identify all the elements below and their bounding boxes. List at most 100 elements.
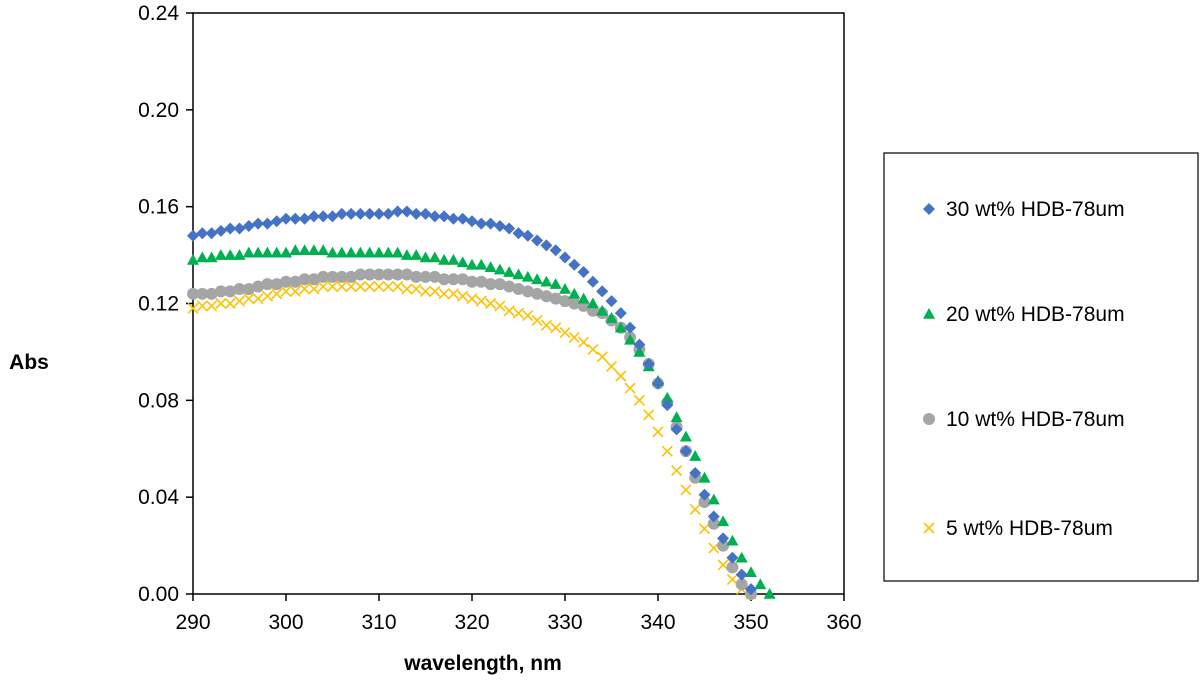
data-point bbox=[270, 278, 283, 291]
x-tick-label: 350 bbox=[733, 611, 768, 634]
data-point bbox=[410, 207, 423, 220]
data-point bbox=[679, 445, 692, 458]
data-point bbox=[447, 253, 460, 265]
data-point bbox=[624, 382, 636, 394]
data-point bbox=[298, 212, 311, 225]
data-point bbox=[726, 573, 738, 586]
data-point bbox=[689, 450, 702, 461]
data-point bbox=[521, 270, 534, 282]
data-point bbox=[559, 282, 571, 294]
data-point bbox=[205, 227, 218, 240]
y-axis-title: Abs bbox=[9, 351, 49, 374]
data-point bbox=[373, 280, 385, 293]
data-point bbox=[577, 292, 590, 304]
series-x bbox=[187, 280, 757, 600]
data-point bbox=[614, 307, 627, 320]
data-point bbox=[429, 285, 441, 297]
data-point bbox=[299, 283, 311, 295]
data-point bbox=[363, 207, 376, 220]
data-point bbox=[214, 249, 227, 260]
data-point bbox=[419, 285, 432, 297]
data-point bbox=[205, 251, 218, 263]
data-point bbox=[568, 258, 581, 271]
data-point bbox=[326, 210, 339, 223]
data-point bbox=[671, 464, 683, 477]
data-point bbox=[224, 297, 236, 310]
y-tick-label: 0.12 bbox=[138, 293, 179, 316]
data-point bbox=[438, 253, 451, 265]
data-point bbox=[298, 244, 311, 256]
data-point bbox=[438, 273, 451, 286]
data-point bbox=[270, 246, 283, 258]
data-point bbox=[456, 212, 469, 225]
data-point bbox=[392, 280, 404, 293]
data-point bbox=[698, 523, 711, 535]
data-point bbox=[763, 588, 776, 599]
data-point bbox=[456, 273, 469, 286]
data-point bbox=[466, 215, 478, 228]
data-point bbox=[670, 411, 683, 423]
data-point bbox=[419, 270, 432, 283]
data-point bbox=[382, 280, 394, 293]
legend-marker bbox=[923, 413, 935, 425]
legend-entry-20wt: 20 wt% HDB-78um bbox=[923, 303, 1125, 326]
data-point bbox=[345, 270, 358, 283]
data-point bbox=[735, 551, 748, 563]
y-tick-label: 0.16 bbox=[138, 196, 179, 219]
data-point bbox=[698, 471, 711, 483]
data-point bbox=[587, 343, 599, 356]
data-point bbox=[540, 290, 553, 303]
data-point bbox=[224, 285, 237, 298]
legend-entry-5wt: 5 wt% HDB-78um bbox=[923, 517, 1113, 540]
data-point bbox=[475, 217, 488, 230]
data-point bbox=[242, 220, 255, 233]
data-point bbox=[531, 273, 544, 285]
data-point bbox=[447, 212, 460, 225]
data-point bbox=[438, 288, 450, 300]
data-point bbox=[373, 246, 385, 258]
x-tick-label: 330 bbox=[547, 611, 582, 634]
data-point bbox=[252, 217, 265, 230]
x-axis-ticks: 290 300 310 320 330 340 350 360 bbox=[175, 594, 862, 634]
x-axis-title: wavelength, nm bbox=[403, 652, 562, 675]
data-point bbox=[457, 290, 469, 302]
data-point bbox=[289, 244, 302, 256]
data-point bbox=[689, 466, 702, 479]
data-point bbox=[531, 287, 544, 300]
y-axis-ticks: 0.00 0.04 0.08 0.12 0.16 0.20 0.24 bbox=[138, 2, 193, 606]
y-tick-label: 0.20 bbox=[138, 99, 179, 122]
data-point bbox=[624, 321, 637, 334]
data-point bbox=[400, 249, 413, 260]
data-point bbox=[596, 285, 609, 298]
data-point bbox=[745, 583, 757, 596]
data-point bbox=[707, 510, 720, 523]
data-point bbox=[196, 287, 209, 300]
data-point bbox=[512, 307, 525, 319]
data-point bbox=[717, 515, 730, 527]
legend-label-5wt: 5 wt% HDB-78um bbox=[946, 517, 1113, 540]
data-point bbox=[494, 300, 506, 312]
data-point bbox=[354, 268, 367, 281]
plot-frame bbox=[192, 12, 845, 595]
data-point bbox=[745, 566, 757, 578]
x-tick-label: 360 bbox=[826, 611, 861, 634]
data-point bbox=[261, 246, 274, 258]
legend-marker bbox=[923, 522, 935, 534]
data-point bbox=[261, 217, 274, 230]
data-point bbox=[484, 217, 497, 230]
data-point bbox=[364, 280, 376, 293]
data-point bbox=[512, 282, 525, 295]
data-point bbox=[271, 288, 283, 300]
legend-box bbox=[883, 152, 1199, 582]
y-tick-label: 0.08 bbox=[138, 389, 179, 412]
data-point bbox=[326, 280, 339, 293]
data-point bbox=[484, 278, 497, 291]
data-point bbox=[689, 503, 701, 515]
data-point bbox=[242, 282, 255, 295]
data-point bbox=[373, 207, 385, 220]
data-point bbox=[726, 551, 739, 564]
data-point bbox=[280, 246, 292, 258]
data-point bbox=[466, 293, 478, 305]
data-point bbox=[391, 268, 404, 281]
data-point bbox=[549, 278, 562, 289]
